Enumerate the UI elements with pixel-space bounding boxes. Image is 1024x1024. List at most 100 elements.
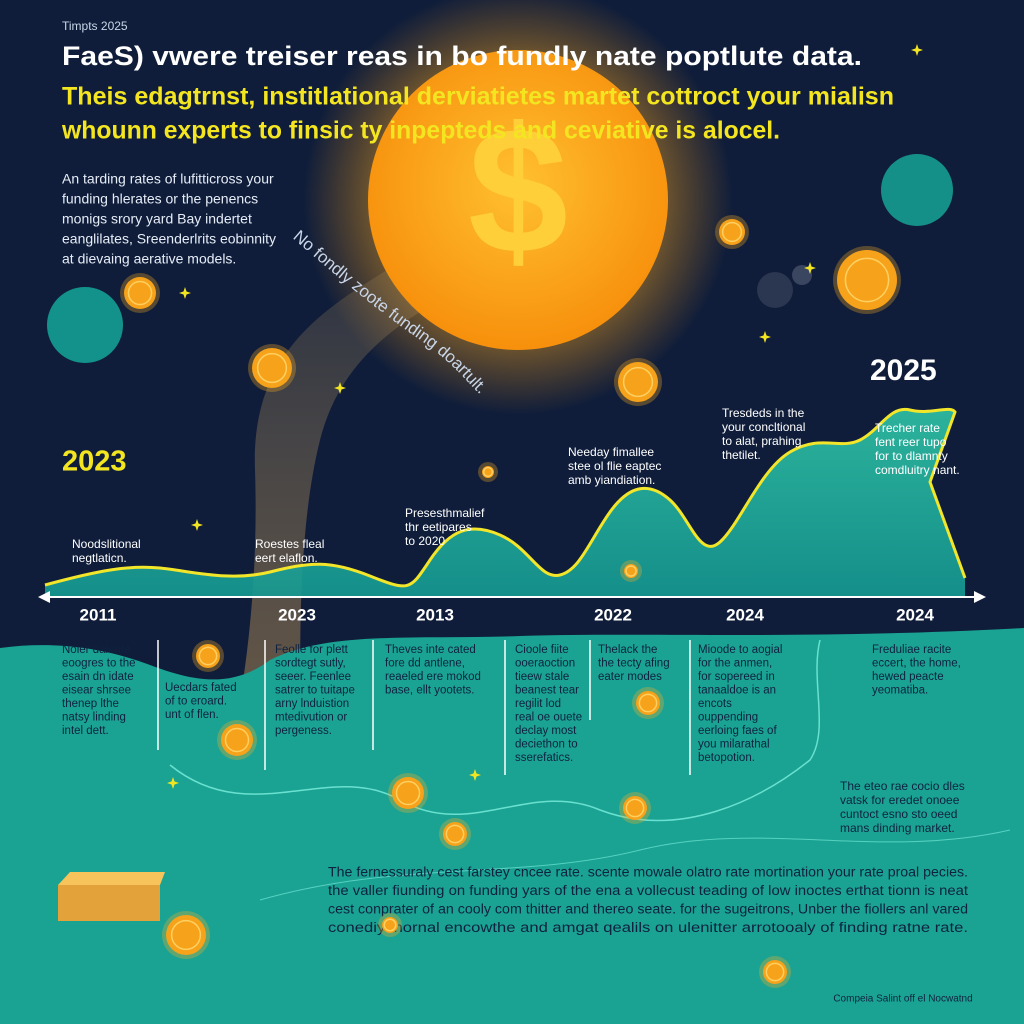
timeline-year: 2022 (594, 605, 632, 624)
annotation: eert elaflon. (255, 551, 318, 565)
column-text: you milarathal (698, 739, 770, 751)
column-text: seeer. Feenlee (275, 671, 351, 683)
column-text: Uecdars fated (165, 682, 237, 694)
column-text: eccert, the home, (872, 658, 961, 670)
column-text: encots (698, 698, 732, 710)
coin-inner (765, 962, 785, 982)
title: FaeS) vwere treiser reas in bo fundly na… (62, 41, 862, 71)
year-label: 2025 (870, 354, 937, 387)
bottom-text: the valler fiunding on funding yars of t… (328, 883, 968, 898)
column-text: mtedivution or (275, 712, 347, 724)
note-text: mans dinding market. (840, 821, 955, 835)
column-text: for the anmen, (698, 658, 772, 670)
coin-inner (625, 565, 637, 577)
column-text: Thelack the (598, 644, 657, 656)
coin-inner (198, 646, 218, 666)
column-text: pergeness. (275, 725, 332, 737)
annotation: Roestes fleal (255, 537, 324, 551)
column-text: the tecty afing (598, 658, 670, 670)
timeline-year: 2023 (278, 605, 316, 624)
column-text: Theves inte cated (385, 644, 476, 656)
annotation: thetilet. (722, 448, 761, 462)
column-text: reaeled ere mokod (385, 671, 481, 683)
footer: Compeia Salint off el Nocwatnd (833, 994, 972, 1005)
coin-inner (224, 727, 250, 753)
note-text: The eteo rae cocio dles (840, 779, 965, 793)
moon (792, 265, 812, 285)
area-chart (45, 409, 965, 597)
column-text: ouppending (698, 712, 758, 724)
timeline-year: 2024 (726, 605, 764, 624)
column-text: esain dn idate (62, 671, 134, 683)
annotation: Needay fimallee (568, 445, 654, 459)
column-text: tieew stale (515, 671, 569, 683)
sparkle (334, 382, 346, 394)
box-top (58, 872, 165, 885)
intro-text: An tarding rates of lufitticross your (62, 171, 274, 187)
timeline-year: 2011 (80, 605, 117, 624)
column-text: intel dett. (62, 725, 109, 737)
column-text: eisear shrsee (62, 685, 131, 697)
intro-text: monigs srory yard Bay indertet (62, 211, 252, 227)
column-text: Feolle for plett (275, 644, 349, 656)
intro-text: at dievaing aerative models. (62, 251, 236, 267)
coin-inner (482, 466, 494, 478)
sparkle (167, 777, 179, 789)
column-text: yeomatiba. (872, 685, 928, 697)
annotation: Tresdeds in the (722, 406, 805, 420)
coin-inner (625, 798, 645, 818)
note-text: vatsk for eredet onoee (840, 793, 960, 807)
column-text: of to eroard. (165, 696, 227, 708)
column-text: tanaaldoe is an (698, 685, 776, 697)
column-text: ooeraoction (515, 658, 575, 670)
sparkle (469, 769, 481, 781)
area-line (44, 407, 967, 588)
coin-inner (445, 824, 465, 844)
annotation: to 2020 (405, 534, 445, 548)
annotation: Presesthmalief (405, 506, 485, 520)
annotation: to alat, prahing (722, 434, 801, 448)
sparkle (911, 44, 923, 56)
sparkle (191, 519, 203, 531)
column-text: unt of flen. (165, 709, 219, 721)
tag: Timpts 2025 (62, 19, 128, 33)
annotation: for to dlamnty (875, 449, 948, 463)
note-text: cuntoct esno sto oeed (840, 807, 957, 821)
column-text: natsy linding (62, 712, 126, 724)
column-text: beanest tear (515, 685, 579, 697)
column-text: sserefatics. (515, 752, 573, 764)
sparkle (804, 262, 816, 274)
annotation: your concltional (722, 420, 805, 434)
lower-panel (0, 628, 1024, 1024)
column-text: real oe ouete (515, 712, 582, 724)
annotation: Noodslitional (72, 537, 141, 551)
gold-box (58, 872, 165, 921)
column-text: regilit lod (515, 698, 561, 710)
coin-inner (256, 352, 288, 384)
column-text: Freduliae racite (872, 644, 951, 656)
box-front (58, 885, 160, 921)
annotation: amb yiandiation. (568, 473, 655, 487)
decor-wave (169, 639, 821, 822)
sparkle (759, 331, 771, 343)
column-text: Noier dalente (62, 644, 130, 656)
column-dividers (157, 640, 691, 775)
timeline-year: 2013 (416, 605, 454, 624)
column-text: Cioole fiite (515, 644, 569, 656)
column-text: eoogres to the (62, 658, 136, 670)
coin-inner (383, 918, 397, 932)
coin-inner (170, 919, 202, 951)
annotation: fent reer tupo (875, 435, 947, 449)
intro-text: funding hlerates or the penencs (62, 191, 258, 207)
column-text: for sopereed in (698, 671, 775, 683)
year-label: 2023 (62, 446, 127, 478)
column-text: Mioode to aogial (698, 644, 782, 656)
column-text: thenep lthe (62, 698, 119, 710)
sun (368, 50, 668, 350)
coin-inner (638, 693, 658, 713)
coin-inner (844, 257, 890, 303)
bottom-text: conediy inornal encowthe and amgat qeali… (328, 920, 968, 935)
bottom-text: The fernessuraly cest farstey cncee rate… (328, 865, 968, 880)
